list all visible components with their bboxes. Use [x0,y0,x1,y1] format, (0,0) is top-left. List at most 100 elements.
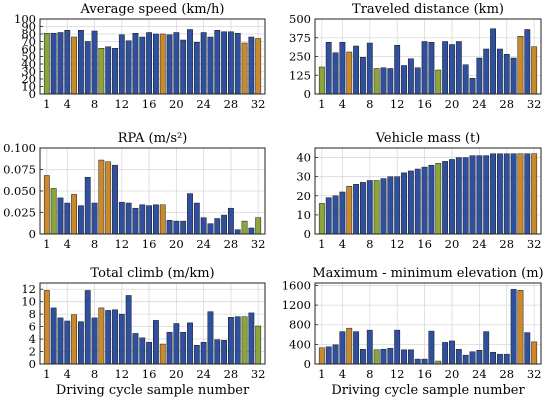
bar-avg-speed-6 [78,30,84,95]
axes-frame [39,147,266,235]
x-tick-label: 1 [318,367,325,381]
x-tick-label: 12 [390,97,405,111]
y-tick-label: 20 [296,189,311,203]
bar-rpa-10 [105,161,112,235]
bar-elevation-4 [339,331,346,365]
x-tick-label: 20 [445,367,460,381]
bar-distance-15 [414,67,421,95]
bar-distance-12 [394,45,401,95]
y-tick-label: 0.075 [3,163,36,177]
bar-distance-5 [346,51,353,95]
bar-elevation-27 [496,353,503,365]
bar-distance-25 [483,48,490,95]
bar-rpa-4 [64,202,71,235]
bar-mass-5 [346,185,353,235]
bar-avg-speed-9 [98,48,105,95]
x-tick-label: 8 [91,237,98,251]
bar-rpa-17 [153,204,159,235]
bar-elevation-8 [366,329,373,365]
chart-panel-distance: 0 125 250 375 500 1 4 8 12 16 20 24 28 32 Traveled dis… [289,2,542,111]
chart-panel-rpa: 0 0.025 0.050 0.075 0.100 1 4 8 12 16 20 24 28 32 RPA … [3,131,265,251]
bar-climb-2 [50,307,57,365]
bar-rpa-3 [57,197,64,235]
bar-elevation-5 [346,327,353,365]
bar-mass-32 [531,153,538,235]
bar-mass-15 [414,168,421,235]
x-tick-label: 1 [43,97,50,111]
bar-rpa-25 [207,223,214,235]
x-tick-label: 1 [318,97,325,111]
bar-avg-speed-24 [200,32,207,95]
bar-mass-31 [524,153,531,235]
x-tick-label: 24 [472,237,487,251]
bar-climb-17 [153,320,159,365]
bar-avg-speed-31 [248,36,255,95]
x-tick-label: 16 [142,97,157,111]
bar-distance-32 [531,46,538,95]
x-tick-label: 28 [499,237,514,251]
bar-distance-26 [490,28,496,95]
bar-rpa-9 [98,159,105,235]
y-tick-label: 8 [29,307,36,321]
bar-rpa-11 [112,164,118,235]
y-tick-label: 0.050 [3,184,36,198]
bar-climb-31 [248,312,255,365]
x-tick-label: 8 [366,367,373,381]
y-tick-label: 800 [289,318,311,332]
bar-climb-4 [64,320,71,365]
bar-rpa-18 [159,204,166,235]
bar-elevation-3 [332,344,339,365]
chart-title: Traveled distance (km) [352,2,504,17]
bar-avg-speed-3 [57,32,64,95]
bar-distance-19 [442,41,449,95]
bar-distance-30 [517,36,524,95]
bar-distance-1 [318,66,325,95]
bar-rpa-7 [84,176,91,235]
x-tick-label: 4 [339,97,346,111]
bar-rpa-5 [71,194,77,235]
y-tick-label: 20 [21,72,36,86]
bar-elevation-22 [462,354,469,365]
bar-elevation-21 [455,349,462,365]
bar-distance-21 [455,41,462,95]
bar-avg-speed-10 [105,46,112,95]
bar-elevation-10 [380,349,387,365]
bar-distance-24 [476,57,483,95]
bar-rpa-32 [255,217,262,235]
bar-elevation-15 [414,358,421,365]
bar-distance-27 [496,48,503,95]
bar-distance-29 [510,57,517,95]
y-tick-label: 0 [29,357,36,371]
bar-climb-32 [255,325,262,365]
bar-avg-speed-2 [50,33,57,95]
bar-elevation-17 [428,330,435,365]
bar-elevation-28 [503,353,510,365]
bar-elevation-26 [490,351,496,365]
bar-climb-22 [187,322,193,365]
axes-frame [314,282,542,365]
bar-elevation-6 [353,331,360,365]
y-tick-label: 500 [289,12,311,26]
x-tick-label: 8 [91,367,98,381]
bar-rpa-15 [139,204,146,235]
x-tick-label: 4 [64,367,71,381]
bar-elevation-30 [517,290,524,365]
y-tick-label: 0 [29,227,36,241]
x-tick-label: 24 [196,237,211,251]
bar-distance-9 [373,68,380,95]
x-tick-label: 4 [64,97,71,111]
bar-avg-speed-28 [228,31,234,95]
y-tick-label: 2 [29,345,36,359]
x-tick-label: 20 [445,97,460,111]
bar-avg-speed-27 [221,31,228,95]
x-tick-label: 28 [224,367,239,381]
bar-mass-18 [435,163,442,235]
y-tick-label: 1200 [282,298,311,312]
x-tick-label: 16 [142,367,157,381]
bar-distance-18 [435,69,442,95]
bar-climb-28 [228,317,234,365]
bar-distance-23 [469,78,476,95]
bar-mass-1 [318,203,325,235]
x-tick-label: 12 [114,367,129,381]
